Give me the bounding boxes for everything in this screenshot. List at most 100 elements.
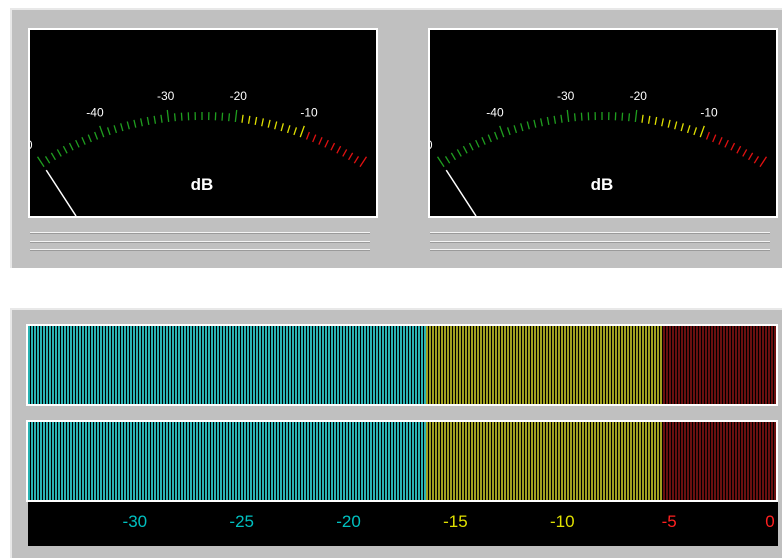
vu-tick [667, 119, 671, 128]
vu-tick [305, 131, 310, 140]
vu-base-lines-left [30, 232, 370, 254]
vu-tick [228, 113, 231, 122]
vu-tick-label: -50 [30, 138, 33, 152]
vu-tick [742, 149, 748, 157]
vu-tick [113, 125, 118, 134]
vu-tick [456, 149, 462, 157]
vu-tick [693, 127, 698, 136]
vu-tick [87, 134, 92, 143]
vu-tick [724, 139, 729, 148]
vu-tick [94, 131, 99, 140]
vu-tick [342, 149, 348, 157]
vu-tick [247, 115, 251, 124]
bar-segment [28, 326, 426, 404]
vu-tick [56, 149, 62, 157]
vu-tick [146, 116, 150, 126]
bar-meter-channel-1 [26, 324, 778, 406]
db-scale-label: -25 [229, 512, 254, 531]
vu-tick [312, 134, 317, 143]
vu-tick [336, 145, 342, 154]
vu-tick [324, 139, 329, 148]
db-scale-label: -15 [443, 512, 468, 531]
vu-meter-panel: -50-40-30-20-100dB -50-40-30-20-100dB [10, 8, 782, 268]
vu-tick [267, 119, 271, 128]
vu-tick-label: -50 [430, 138, 433, 152]
vu-tick [661, 118, 664, 127]
vu-dial-right: -50-40-30-20-100dB [430, 89, 768, 216]
vu-tick [621, 112, 624, 121]
vu-tick [75, 139, 80, 148]
vu-tick-label: -40 [486, 106, 504, 120]
vu-tick [180, 112, 183, 121]
vu-tick [299, 125, 305, 138]
vu-tick-label: -10 [300, 106, 318, 120]
vu-tick-label: -20 [230, 89, 248, 103]
vu-tick [718, 136, 723, 145]
vu-tick [68, 142, 74, 151]
vu-tick [753, 156, 760, 164]
vu-tick [293, 127, 298, 136]
vu-tick [475, 139, 480, 148]
vu-tick [730, 142, 736, 151]
vu-tick [634, 109, 638, 122]
vu-base-lines-right [430, 232, 770, 254]
vu-tick [487, 134, 492, 143]
vu-tick [686, 125, 691, 134]
vu-tick [462, 145, 468, 154]
vu-tick [120, 123, 124, 132]
vu-tick [546, 116, 550, 126]
vu-tick [353, 156, 360, 164]
vu-tick [674, 121, 678, 130]
vu-tick [173, 113, 176, 122]
vu-tick [50, 152, 56, 161]
vu-tick [759, 156, 768, 168]
vu-tick [566, 109, 570, 122]
vu-tick [533, 119, 537, 128]
vu-tick [106, 127, 111, 136]
vu-tick [573, 113, 576, 122]
vu-tick [506, 127, 511, 136]
vu-tick-label: -30 [157, 89, 175, 103]
vu-tick [628, 113, 631, 122]
db-scale-label: 0 [765, 512, 775, 531]
vu-tick [680, 123, 684, 132]
vu-tick [254, 116, 258, 126]
vu-tick [359, 156, 368, 168]
vu-meter-right: -50-40-30-20-100dB [428, 28, 778, 218]
vu-tick [647, 115, 651, 124]
vu-tick [481, 136, 486, 145]
vu-tick [699, 125, 705, 138]
vu-tick [221, 112, 224, 121]
vu-tick [274, 121, 278, 130]
bar-segment [662, 326, 776, 404]
vu-tick [736, 145, 742, 154]
vu-tick-label: -20 [630, 89, 648, 103]
bar-segment [28, 422, 426, 500]
vu-tick [450, 152, 456, 161]
bar-segment [425, 326, 663, 404]
vu-dial-left: -50-40-30-20-100dB [30, 89, 368, 216]
vu-tick [513, 125, 518, 134]
vu-tick [153, 115, 157, 124]
vu-tick [348, 152, 354, 161]
vu-tick [160, 114, 163, 123]
vu-tick [520, 123, 524, 132]
vu-tick [133, 119, 137, 128]
vu-tick [62, 145, 68, 154]
bar-segment [425, 422, 663, 500]
vu-tick [36, 156, 45, 168]
vu-tick [499, 125, 505, 138]
bar-segment [662, 422, 776, 500]
vu-tick [318, 136, 323, 145]
vu-tick [468, 142, 474, 151]
db-scale-label: -20 [336, 512, 361, 531]
vu-tick [444, 156, 451, 164]
vu-needle [45, 169, 77, 216]
vu-tick [261, 118, 264, 127]
vu-tick [166, 109, 170, 122]
vu-tick [99, 125, 105, 138]
bar-meter-channel-2 [26, 420, 778, 502]
vu-tick [748, 152, 754, 161]
vu-tick [234, 109, 238, 122]
vu-tick [81, 136, 86, 145]
